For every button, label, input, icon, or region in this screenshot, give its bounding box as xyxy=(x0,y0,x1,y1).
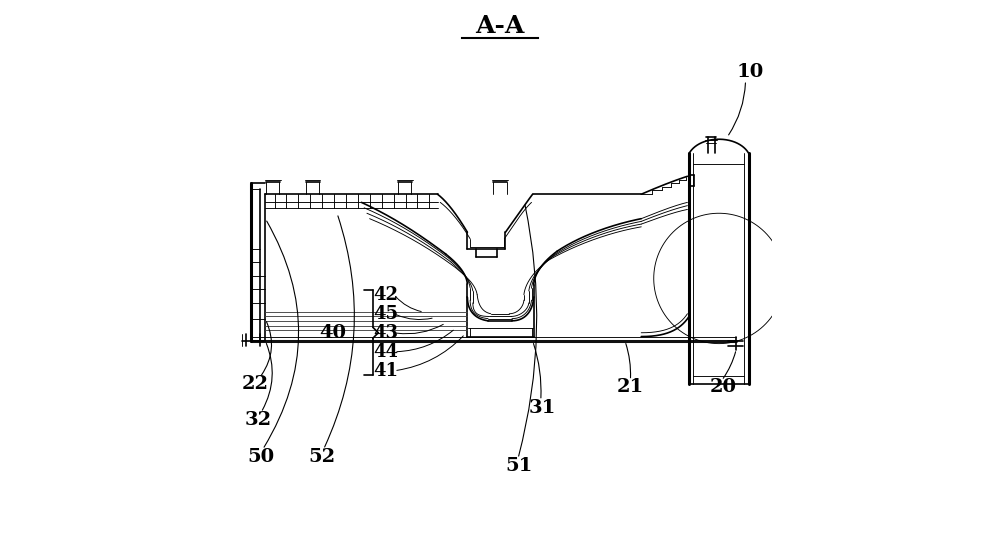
Text: 45: 45 xyxy=(373,305,398,323)
Text: 50: 50 xyxy=(247,448,275,466)
Text: 44: 44 xyxy=(373,343,398,361)
Text: 42: 42 xyxy=(373,286,398,304)
Text: 21: 21 xyxy=(617,378,644,396)
Text: 22: 22 xyxy=(242,375,269,393)
Text: 31: 31 xyxy=(529,399,556,417)
Text: A-A: A-A xyxy=(475,14,525,38)
Text: 32: 32 xyxy=(245,411,272,429)
Text: 41: 41 xyxy=(373,362,398,380)
Text: 52: 52 xyxy=(308,448,335,466)
Text: 10: 10 xyxy=(736,63,764,81)
Text: 40: 40 xyxy=(320,324,347,342)
Text: 43: 43 xyxy=(373,324,398,342)
Text: 20: 20 xyxy=(709,378,736,396)
Text: 51: 51 xyxy=(505,457,533,475)
